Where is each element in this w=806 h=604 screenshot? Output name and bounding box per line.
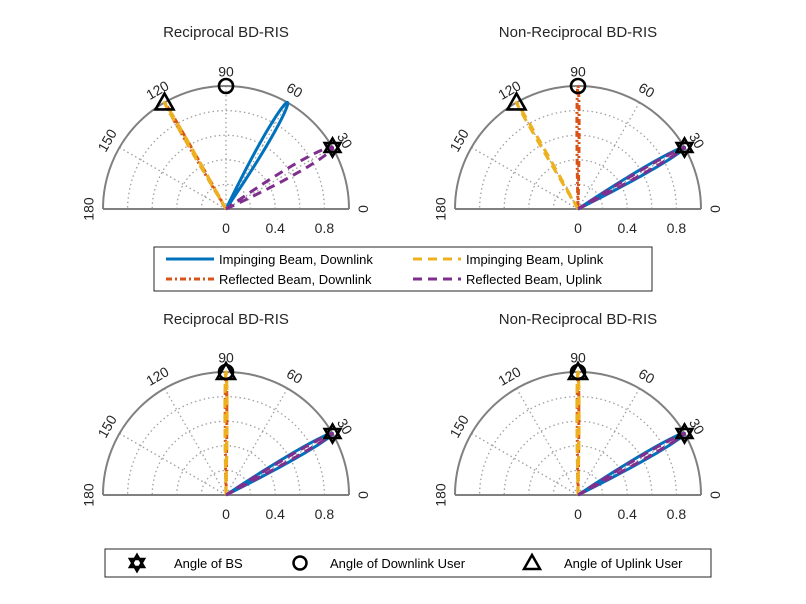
legend-bs-hexagram-icon (127, 552, 147, 574)
beam-reflected-downlink (575, 84, 581, 210)
bs-hexagram-down (322, 427, 343, 446)
beam-impinging-uplink (162, 100, 228, 210)
theta-tick-label: 150 (94, 412, 120, 440)
theta-tick-label: 150 (94, 126, 120, 154)
beam-impinging-uplink (514, 100, 580, 210)
bs-hexagram-up (322, 135, 343, 154)
uplink-user-triangle-icon (153, 90, 176, 111)
legend-label-uplink-user: Angle of Uplink User (564, 556, 683, 571)
r-tick-label: 0 (574, 220, 582, 236)
downlink-user-circle-icon (217, 77, 235, 95)
r-tick-label: 0 (574, 506, 582, 522)
bs-hexagram-down (674, 427, 695, 446)
theta-tick-label: 90 (218, 350, 234, 366)
bs-hexagram-icon (322, 135, 343, 160)
grid-arc (176, 159, 276, 210)
r-tick-label: 0 (222, 220, 230, 236)
r-tick-label: 0.8 (667, 220, 687, 236)
beam-impinging-uplink (223, 370, 229, 496)
legend-label-bs: Angle of BS (174, 556, 243, 571)
r-tick-label: 0.4 (265, 506, 285, 522)
grid-spoke (471, 432, 579, 496)
bs-hexagram-icon (674, 421, 695, 446)
legend-label-downlink-user: Angle of Downlink User (330, 556, 466, 571)
r-tick-label: 0.8 (315, 220, 335, 236)
legend-label-impinging-downlink: Impinging Beam, Downlink (219, 252, 373, 267)
r-tick-label: 0.4 (265, 220, 285, 236)
r-tick-label: 0 (222, 506, 230, 522)
theta-tick-label: 60 (284, 365, 306, 387)
theta-tick-label: 90 (570, 350, 586, 366)
theta-tick-label: 120 (495, 363, 523, 389)
downlink-user-circle-icon (569, 77, 587, 95)
theta-tick-label: 60 (636, 365, 658, 387)
theta-tick-label: 60 (284, 79, 306, 101)
bs-hexagram-icon (674, 135, 695, 160)
theta-tick-label: 60 (636, 79, 658, 101)
r-tick-label: 0.8 (315, 506, 335, 522)
theta-tick-label: 180 (433, 197, 449, 221)
beam-reflected-uplink (225, 145, 335, 211)
beam-reflected-uplink (577, 431, 687, 497)
marker-legend: Angle of BS Angle of Downlink User Angle… (104, 548, 712, 578)
theta-tick-label: 90 (218, 64, 234, 80)
panel-title: Non-Reciprocal BD-RIS (499, 311, 657, 328)
legend-label-reflected-uplink: Reflected Beam, Uplink (466, 272, 602, 287)
theta-tick-label: 150 (446, 412, 472, 440)
theta-tick-label: 180 (81, 197, 97, 221)
panel-title: Non-Reciprocal BD-RIS (499, 24, 657, 41)
grid-spoke (515, 388, 579, 496)
legend-downlink-circle-icon (292, 555, 308, 571)
theta-tick-label: 0 (355, 205, 371, 213)
theta-tick-label: 180 (81, 483, 97, 507)
theta-tick-label: 150 (446, 126, 472, 154)
r-tick-label: 0.8 (667, 506, 687, 522)
bs-hexagram-up (322, 421, 343, 440)
r-tick-label: 0.4 (617, 220, 637, 236)
bs-hexagram-icon (322, 421, 343, 446)
beam-reflected-uplink (225, 431, 335, 497)
uplink-user-triangle-icon (214, 360, 238, 381)
legend-uplink-triangle-icon (521, 552, 543, 571)
panel-title: Reciprocal BD-RIS (163, 311, 289, 328)
uplink-user-triangle-icon (566, 360, 590, 381)
grid-arc (200, 183, 252, 210)
grid-spoke (163, 388, 227, 496)
theta-tick-label: 0 (355, 491, 371, 499)
uplink-user-triangle-icon (505, 90, 528, 111)
theta-tick-label: 90 (570, 64, 586, 80)
theta-tick-label: 120 (143, 363, 171, 389)
beam-legend: Impinging Beam, Downlink Impinging Beam,… (153, 246, 653, 292)
theta-tick-label: 0 (707, 205, 723, 213)
bs-hexagram-down (322, 141, 343, 160)
legend-label-impinging-uplink: Impinging Beam, Uplink (466, 252, 604, 267)
beam-reflected-uplink (577, 145, 687, 211)
beam-impinging-downlink (224, 100, 290, 210)
theta-tick-label: 180 (433, 483, 449, 507)
beam-impinging-uplink (575, 370, 581, 496)
legend-label-reflected-downlink: Reflected Beam, Downlink (219, 272, 372, 287)
r-tick-label: 0.4 (617, 506, 637, 522)
panel-title: Reciprocal BD-RIS (163, 24, 289, 41)
grid-spoke (119, 432, 227, 496)
theta-tick-label: 0 (707, 491, 723, 499)
bs-hexagram-down (674, 141, 695, 160)
bs-hexagram-up (674, 135, 695, 154)
bs-hexagram-up (674, 421, 695, 440)
